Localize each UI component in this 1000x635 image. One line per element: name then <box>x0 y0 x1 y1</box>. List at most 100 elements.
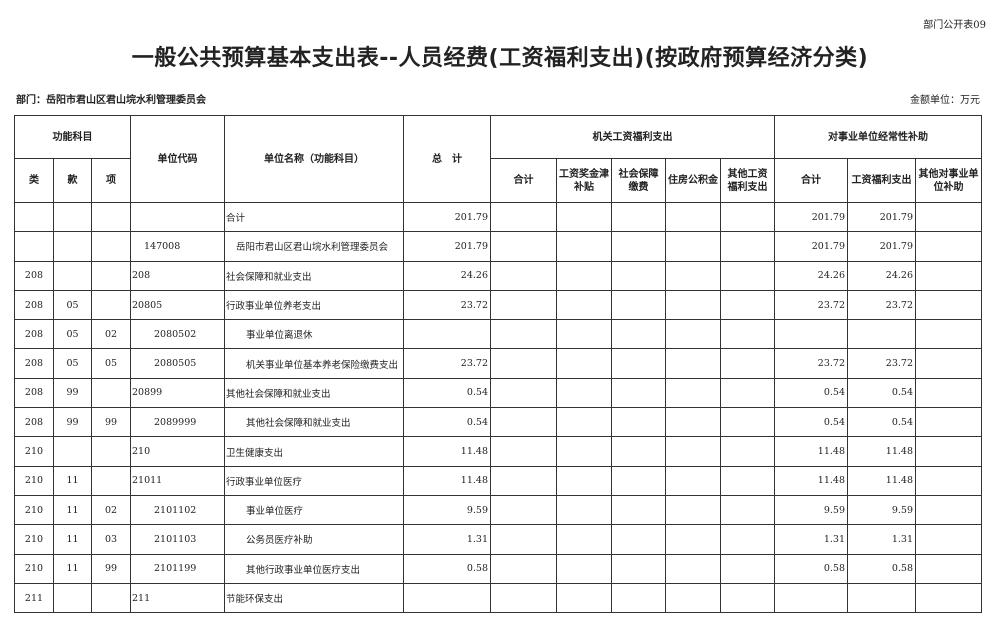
table-row: 208 208 社会保障和就业支出 24.26 24.26 24.26 <box>14 260 982 291</box>
cell-inst-wages: 1.31 <box>847 524 916 555</box>
header-unit-name: 单位名称（功能科目） <box>224 115 404 203</box>
cell-gov-other <box>720 377 775 409</box>
cell-gov-wages <box>556 201 612 233</box>
cell-gov-total <box>490 407 557 438</box>
cell-unit-name: 机关事业单位基本养老保险缴费支出 <box>224 348 404 379</box>
cell-inst-other <box>915 524 982 555</box>
cell-xiang: 02 <box>91 319 131 350</box>
cell-gov-other <box>720 465 775 496</box>
cell-gov-total <box>490 524 557 555</box>
cell-gov-housing-fund <box>665 260 721 291</box>
table-row: 210 210 卫生健康支出 11.48 11.48 11.48 <box>14 436 982 467</box>
cell-gov-total <box>490 494 557 526</box>
cell-gov-other <box>720 201 775 233</box>
cell-gov-social-security <box>611 582 666 614</box>
form-number: 部门公开表09 <box>923 20 986 31</box>
cell-kuan: 05 <box>53 319 92 350</box>
cell-gov-wages <box>556 494 612 526</box>
cell-inst-other <box>915 436 982 467</box>
cell-gov-other <box>720 289 775 321</box>
cell-xiang: 03 <box>91 524 131 555</box>
cell-gov-social-security <box>611 289 666 321</box>
cell-inst-total: 0.54 <box>774 407 848 438</box>
cell-total: 0.54 <box>403 377 491 409</box>
cell-lei: 210 <box>14 436 54 467</box>
cell-inst-other <box>915 231 982 262</box>
header-xiang: 项 <box>91 158 131 203</box>
cell-inst-wages: 0.54 <box>847 377 916 409</box>
cell-inst-total: 1.31 <box>774 524 848 555</box>
cell-inst-wages: 11.48 <box>847 436 916 467</box>
cell-gov-housing-fund <box>665 201 721 233</box>
cell-inst-wages: 0.58 <box>847 553 916 584</box>
cell-unit-name: 行政事业单位医疗 <box>224 465 404 496</box>
cell-inst-wages <box>847 319 916 350</box>
cell-inst-wages: 0.54 <box>847 407 916 438</box>
cell-inst-wages: 11.48 <box>847 465 916 496</box>
header-gov-housing-fund: 住房公积金 <box>665 158 721 203</box>
page-title: 一般公共预算基本支出表--人员经费(工资福利支出)(按政府预算经济分类) <box>131 46 869 71</box>
cell-total <box>403 582 491 614</box>
table-row: 208 05 02 2080502 事业单位离退休 <box>14 319 982 350</box>
cell-kuan <box>53 582 92 614</box>
cell-gov-total <box>490 201 557 233</box>
cell-unit-code: 147008 <box>130 231 225 262</box>
cell-unit-code: 20899 <box>130 377 225 409</box>
cell-unit-name: 公务员医疗补助 <box>224 524 404 555</box>
cell-inst-other <box>915 377 982 409</box>
cell-gov-housing-fund <box>665 348 721 379</box>
cell-gov-wages <box>556 348 612 379</box>
cell-unit-code: 211 <box>130 582 225 614</box>
cell-gov-social-security <box>611 494 666 526</box>
table-row: 147008 岳阳市君山区君山垸水利管理委员会 201.79 201.79 201.79 <box>14 231 982 262</box>
cell-kuan: 11 <box>53 553 92 584</box>
cell-gov-other <box>720 407 775 438</box>
cell-xiang <box>91 436 131 467</box>
cell-gov-social-security <box>611 407 666 438</box>
cell-inst-other <box>915 289 982 321</box>
cell-unit-code <box>130 201 225 233</box>
cell-kuan <box>53 231 92 262</box>
cell-gov-other <box>720 553 775 584</box>
budget-table: 功能科目 单位代码 单位名称（功能科目） 总 计 机关工资福利支出 对事业单位经… <box>14 115 982 614</box>
table-row: 210 11 03 2101103 公务员医疗补助 1.31 1.31 1.31 <box>14 524 982 555</box>
cell-gov-housing-fund <box>665 407 721 438</box>
cell-xiang <box>91 377 131 409</box>
cell-kuan: 99 <box>53 377 92 409</box>
cell-inst-total: 201.79 <box>774 201 848 233</box>
cell-gov-social-security <box>611 465 666 496</box>
cell-xiang <box>91 465 131 496</box>
cell-total: 23.72 <box>403 289 491 321</box>
cell-xiang <box>91 231 131 262</box>
cell-inst-other <box>915 465 982 496</box>
department-label: 部门：岳阳市君山区君山垸水利管理委员会 <box>16 95 206 106</box>
cell-xiang: 02 <box>91 494 131 526</box>
cell-inst-total: 11.48 <box>774 436 848 467</box>
cell-inst-other <box>915 260 982 291</box>
cell-unit-code: 2080505 <box>130 348 225 379</box>
cell-kuan: 11 <box>53 494 92 526</box>
cell-unit-name: 事业单位离退休 <box>224 319 404 350</box>
cell-total: 1.31 <box>403 524 491 555</box>
cell-xiang: 99 <box>91 407 131 438</box>
cell-lei: 211 <box>14 582 54 614</box>
header-gov-wages: 工资奖金津补贴 <box>556 158 612 203</box>
table-row: 208 99 99 2089999 其他社会保障和就业支出 0.54 0.54 0.54 <box>14 407 982 438</box>
cell-gov-housing-fund <box>665 524 721 555</box>
cell-total: 0.54 <box>403 407 491 438</box>
cell-total <box>403 319 491 350</box>
cell-gov-total <box>490 231 557 262</box>
table-row: 208 99 20899 其他社会保障和就业支出 0.54 0.54 0.54 <box>14 377 982 409</box>
cell-total: 0.58 <box>403 553 491 584</box>
cell-unit-code: 2101103 <box>130 524 225 555</box>
header-func-subject: 功能科目 <box>14 115 131 159</box>
header-gov-other: 其他工资福利支出 <box>720 158 775 203</box>
cell-lei: 208 <box>14 289 54 321</box>
cell-inst-other <box>915 348 982 379</box>
cell-gov-other <box>720 319 775 350</box>
cell-gov-total <box>490 582 557 614</box>
cell-kuan <box>53 260 92 291</box>
cell-gov-housing-fund <box>665 231 721 262</box>
cell-gov-wages <box>556 582 612 614</box>
cell-total: 201.79 <box>403 231 491 262</box>
